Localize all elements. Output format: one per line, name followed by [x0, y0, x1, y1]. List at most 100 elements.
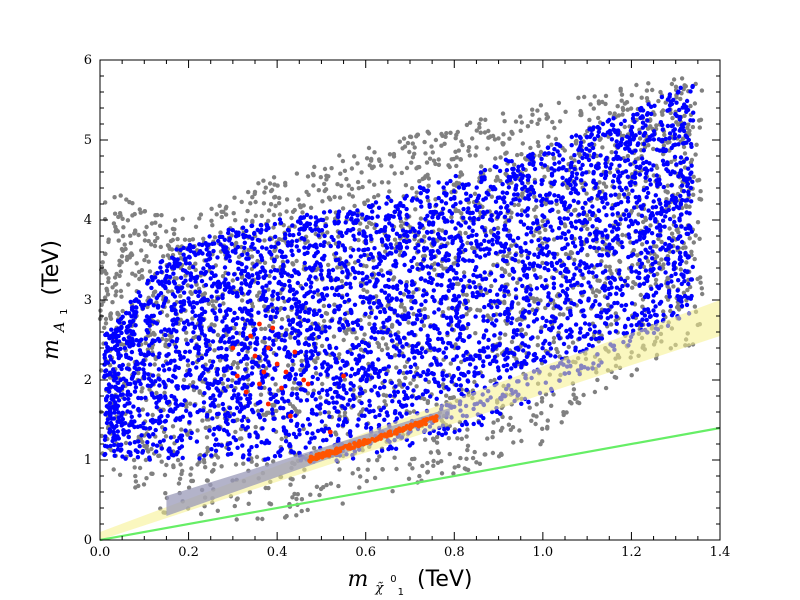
data-point — [262, 441, 268, 446]
data-point — [212, 426, 217, 432]
data-point — [548, 346, 554, 351]
data-point — [349, 166, 355, 171]
data-point — [215, 255, 220, 260]
data-point — [576, 95, 581, 101]
data-point — [378, 309, 383, 315]
data-point — [286, 398, 291, 404]
data-point — [483, 117, 488, 123]
data-point — [441, 266, 446, 271]
data-point — [433, 137, 439, 143]
data-point — [313, 359, 318, 365]
data-point — [643, 178, 648, 184]
data-point — [637, 130, 642, 135]
data-point — [649, 167, 654, 172]
data-point — [200, 418, 205, 423]
data-point — [202, 453, 207, 458]
data-point — [102, 295, 108, 300]
data-point — [541, 252, 546, 257]
data-point — [492, 226, 497, 232]
data-point — [554, 201, 559, 207]
data-point — [352, 275, 358, 281]
data-point — [406, 320, 411, 325]
data-point — [369, 310, 374, 316]
data-point — [396, 378, 402, 383]
data-point — [504, 150, 509, 155]
data-point — [217, 203, 222, 208]
data-point — [289, 248, 294, 253]
data-point — [99, 433, 105, 439]
data-point — [377, 158, 382, 164]
data-point — [603, 385, 609, 391]
data-point — [603, 228, 608, 233]
data-point — [254, 462, 259, 468]
data-point — [542, 359, 548, 364]
data-point — [226, 271, 231, 276]
data-point — [99, 302, 104, 307]
data-point — [451, 357, 456, 362]
data-point — [436, 180, 441, 185]
data-point — [408, 369, 413, 375]
data-point — [425, 195, 430, 200]
data-point — [314, 245, 319, 250]
data-point — [631, 252, 636, 257]
data-point — [322, 166, 328, 172]
data-point — [258, 222, 264, 228]
data-point — [156, 373, 161, 378]
data-point — [304, 212, 310, 218]
data-point — [358, 474, 363, 479]
data-point — [301, 426, 306, 432]
data-point — [641, 203, 646, 208]
data-point — [222, 280, 227, 285]
data-point — [609, 322, 614, 327]
data-point — [224, 347, 229, 352]
data-point — [646, 208, 651, 213]
data-point — [126, 355, 131, 360]
data-point — [119, 246, 125, 252]
data-point — [492, 377, 497, 383]
data-point — [267, 280, 272, 285]
data-point — [117, 262, 122, 268]
data-point — [422, 234, 427, 239]
data-point — [467, 362, 473, 367]
data-point — [261, 178, 266, 183]
data-point — [409, 160, 414, 165]
data-point — [357, 227, 362, 233]
data-point — [452, 429, 457, 435]
data-point — [292, 380, 297, 385]
data-point — [302, 245, 307, 250]
data-point — [399, 302, 404, 307]
data-point — [625, 174, 630, 179]
data-point — [647, 177, 653, 183]
data-point — [306, 192, 311, 197]
data-point — [137, 348, 143, 353]
data-point — [582, 321, 588, 326]
data-point — [232, 195, 237, 200]
data-point — [495, 174, 500, 180]
data-point — [189, 430, 194, 436]
data-point — [680, 136, 686, 141]
data-point — [503, 269, 508, 275]
data-point — [538, 275, 543, 280]
data-point — [639, 156, 645, 161]
data-point — [466, 334, 471, 340]
data-point — [529, 119, 534, 125]
data-point — [531, 413, 536, 418]
data-point — [362, 200, 367, 205]
data-point — [105, 292, 111, 297]
data-point — [410, 141, 415, 146]
data-point — [429, 144, 434, 149]
data-point — [315, 376, 320, 382]
data-point — [698, 280, 703, 285]
data-point — [515, 212, 520, 217]
data-point — [579, 178, 584, 183]
data-point — [187, 265, 192, 271]
data-point — [144, 476, 149, 481]
data-point — [488, 298, 493, 304]
data-point — [295, 280, 300, 286]
data-point — [480, 292, 486, 298]
data-point — [389, 164, 394, 169]
data-point — [464, 191, 469, 196]
data-point — [206, 301, 211, 306]
data-point — [319, 313, 324, 319]
data-point — [498, 205, 504, 210]
